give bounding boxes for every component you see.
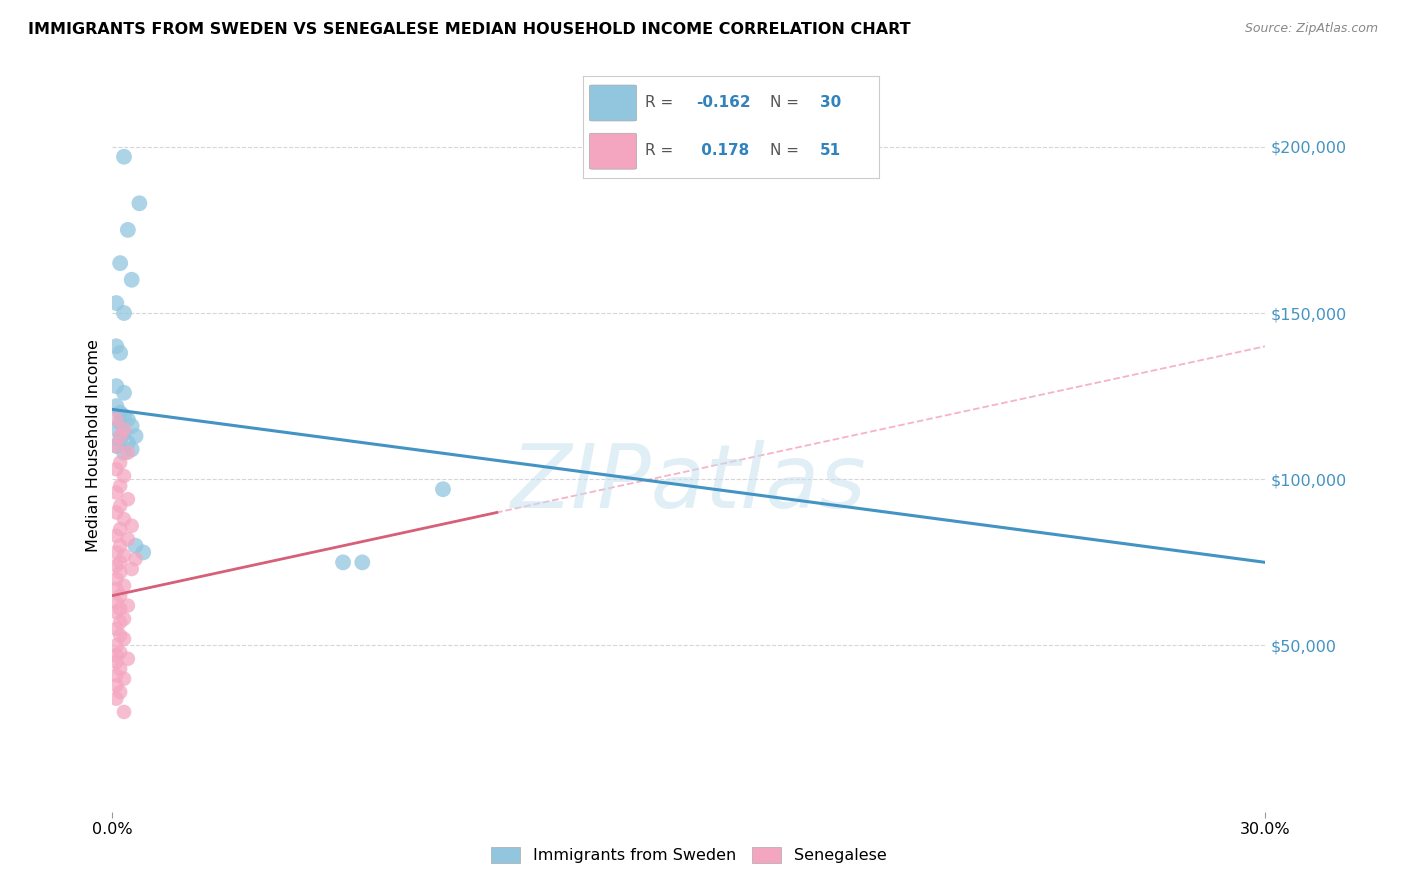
Point — [108, 566, 131, 580]
Point — [105, 648, 128, 663]
Point — [128, 196, 150, 211]
Point — [108, 539, 131, 553]
Point — [108, 256, 131, 270]
Point — [105, 462, 128, 476]
Point — [112, 632, 135, 646]
Legend: Immigrants from Sweden, Senegalese: Immigrants from Sweden, Senegalese — [485, 840, 893, 870]
Point — [105, 558, 128, 573]
Point — [105, 399, 128, 413]
Point — [105, 605, 128, 619]
Point — [112, 385, 135, 400]
Point — [105, 506, 128, 520]
Text: 30: 30 — [820, 95, 841, 110]
Point — [108, 346, 131, 360]
Point — [112, 409, 135, 423]
Text: 51: 51 — [820, 144, 841, 158]
Point — [108, 429, 131, 443]
Point — [108, 433, 131, 447]
Text: 0.178: 0.178 — [696, 144, 749, 158]
Point — [112, 422, 135, 436]
Text: N =: N = — [769, 144, 799, 158]
Point — [124, 552, 146, 566]
Point — [117, 532, 139, 546]
Point — [105, 655, 128, 669]
Point — [121, 419, 143, 434]
Point — [117, 435, 139, 450]
Point — [124, 539, 146, 553]
Point — [108, 602, 131, 616]
Y-axis label: Median Household Income: Median Household Income — [86, 340, 101, 552]
Point — [105, 529, 128, 543]
Point — [108, 406, 131, 420]
Point — [105, 439, 128, 453]
Point — [117, 652, 139, 666]
FancyBboxPatch shape — [589, 85, 637, 121]
Text: R =: R = — [645, 144, 673, 158]
Point — [124, 429, 146, 443]
Text: IMMIGRANTS FROM SWEDEN VS SENEGALESE MEDIAN HOUSEHOLD INCOME CORRELATION CHART: IMMIGRANTS FROM SWEDEN VS SENEGALESE MED… — [28, 22, 911, 37]
Point — [105, 439, 128, 453]
Point — [108, 522, 131, 536]
Point — [112, 672, 135, 686]
Point — [105, 668, 128, 682]
Point — [112, 705, 135, 719]
Point — [121, 273, 143, 287]
Point — [117, 599, 139, 613]
Point — [352, 555, 374, 569]
Point — [121, 518, 143, 533]
Point — [105, 572, 128, 586]
Point — [105, 678, 128, 692]
Text: -0.162: -0.162 — [696, 95, 751, 110]
Point — [108, 456, 131, 470]
Point — [105, 339, 128, 353]
Point — [108, 479, 131, 493]
Point — [112, 425, 135, 440]
Point — [112, 150, 135, 164]
Point — [112, 445, 135, 459]
Point — [105, 412, 128, 426]
Point — [112, 579, 135, 593]
Point — [117, 445, 139, 459]
Point — [105, 622, 128, 636]
Point — [108, 555, 131, 569]
Point — [117, 412, 139, 426]
Point — [108, 615, 131, 630]
Point — [108, 645, 131, 659]
Point — [332, 555, 354, 569]
Point — [108, 662, 131, 676]
Text: R =: R = — [645, 95, 673, 110]
Point — [112, 306, 135, 320]
Point — [105, 595, 128, 609]
Point — [105, 545, 128, 559]
Point — [108, 416, 131, 430]
Point — [117, 492, 139, 507]
Point — [105, 379, 128, 393]
Point — [105, 296, 128, 310]
Point — [112, 512, 135, 526]
Point — [105, 691, 128, 706]
Point — [105, 582, 128, 596]
Text: Source: ZipAtlas.com: Source: ZipAtlas.com — [1244, 22, 1378, 36]
Point — [105, 422, 128, 436]
Point — [108, 628, 131, 642]
Point — [112, 549, 135, 563]
FancyBboxPatch shape — [589, 133, 637, 169]
Point — [432, 482, 454, 496]
Point — [132, 545, 155, 559]
Point — [105, 485, 128, 500]
Point — [108, 589, 131, 603]
Point — [121, 442, 143, 457]
Point — [108, 499, 131, 513]
Text: ZIPatlas: ZIPatlas — [512, 440, 866, 525]
Point — [105, 639, 128, 653]
Point — [121, 562, 143, 576]
Point — [108, 685, 131, 699]
Point — [112, 612, 135, 626]
Point — [117, 223, 139, 237]
Text: N =: N = — [769, 95, 799, 110]
Point — [112, 469, 135, 483]
